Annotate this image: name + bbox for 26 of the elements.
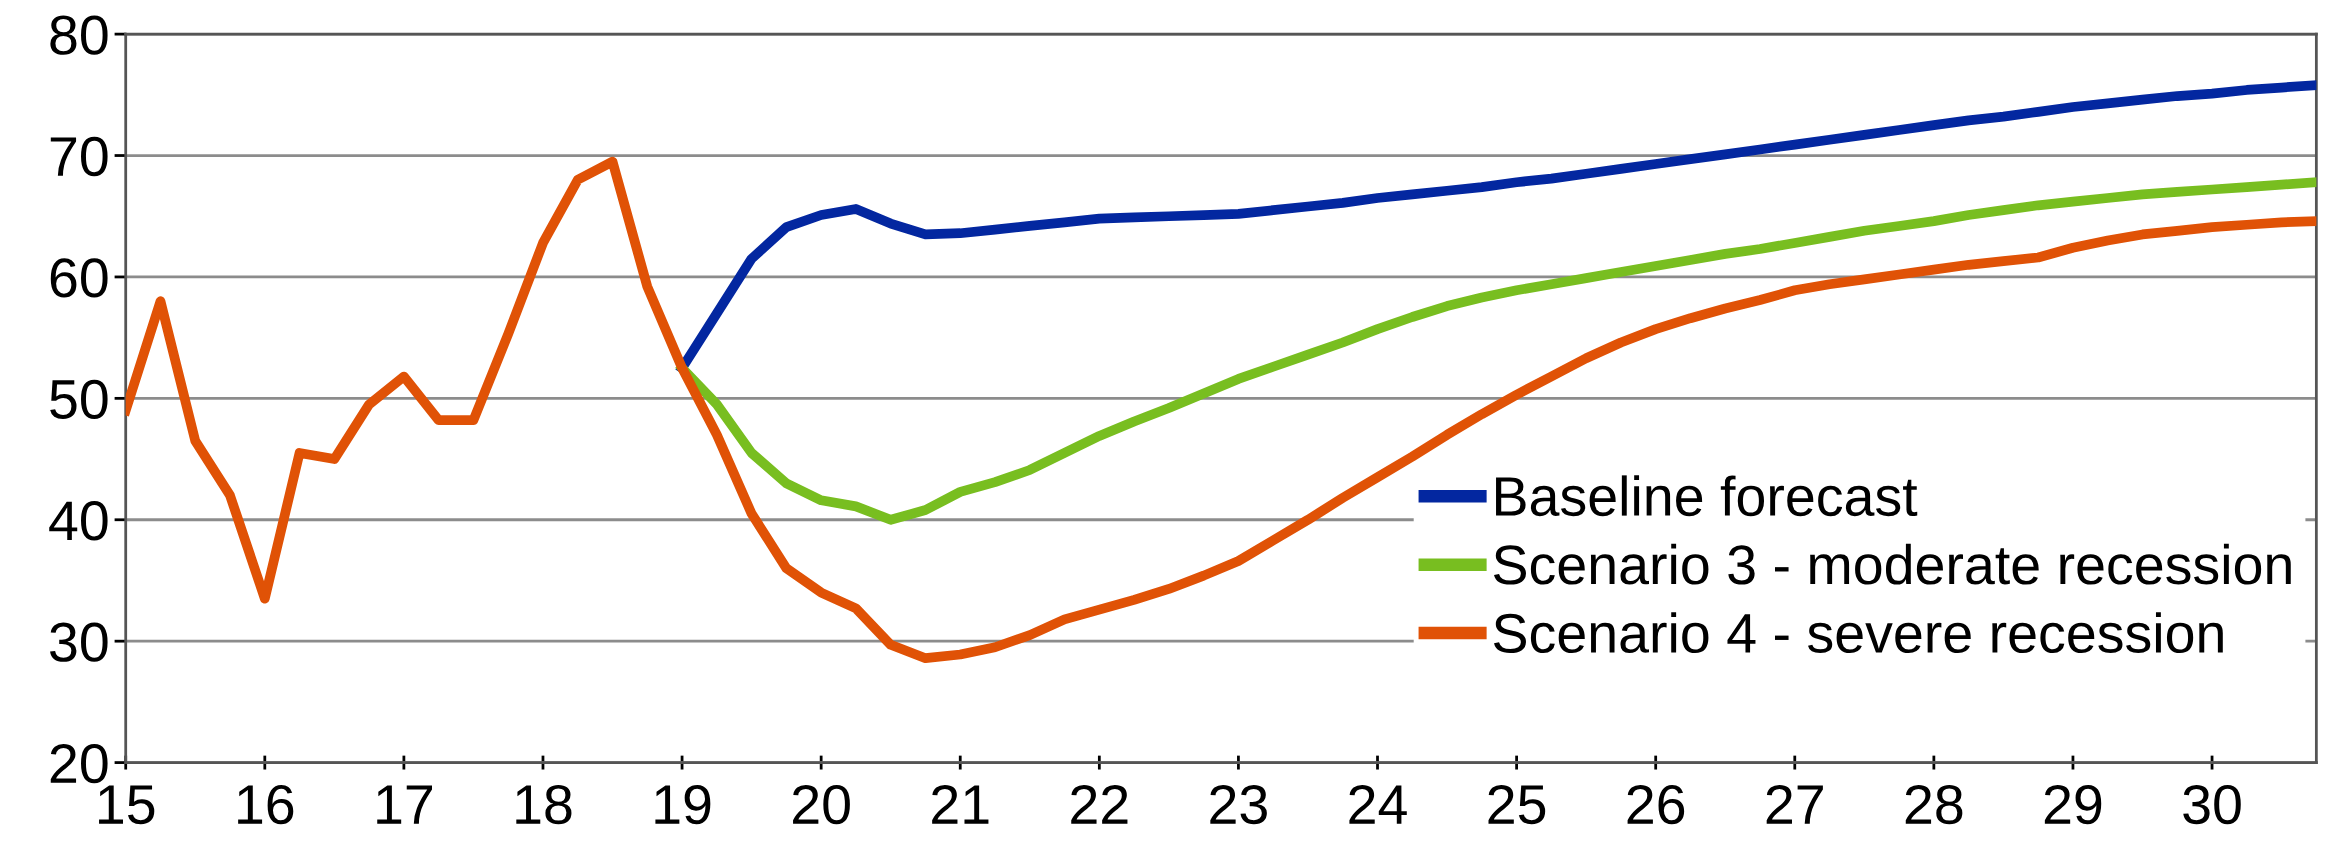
x-tick-label: 21 — [932, 784, 989, 824]
y-tick-label: 30 — [50, 622, 108, 662]
y-tick-label: 80 — [50, 15, 108, 55]
y-tick-label: 60 — [50, 258, 108, 298]
x-tick-label: 28 — [1905, 784, 1963, 825]
x-tick-label: 16 — [238, 784, 294, 825]
y-tick-label: 40 — [49, 501, 108, 541]
x-tick-label: 22 — [1071, 784, 1128, 824]
y-tick-label: 70 — [50, 136, 108, 177]
legend-label: Scenario 3 - moderate recession — [1494, 543, 2291, 585]
x-tick-label: 26 — [1627, 784, 1685, 825]
x-tick-label: 25 — [1488, 784, 1546, 825]
x-tick-label: 23 — [1210, 784, 1267, 825]
legend-label: Scenario 4 - severe recession — [1494, 612, 2223, 654]
x-tick-label: 27 — [1766, 784, 1823, 824]
x-tick-label: 19 — [655, 784, 711, 825]
y-tick-label: 50 — [50, 379, 108, 420]
legend-label: Baseline forecast — [1496, 475, 1918, 517]
x-tick-label: 24 — [1349, 784, 1407, 824]
x-tick-label: 15 — [99, 785, 155, 825]
y-tick-label: 20 — [50, 743, 108, 784]
x-tick-label: 30 — [2183, 784, 2241, 825]
x-tick-label: 20 — [793, 784, 850, 825]
x-tick-label: 18 — [516, 784, 572, 825]
x-tick-label: 29 — [2044, 784, 2102, 825]
x-tick-label: 17 — [377, 785, 432, 824]
